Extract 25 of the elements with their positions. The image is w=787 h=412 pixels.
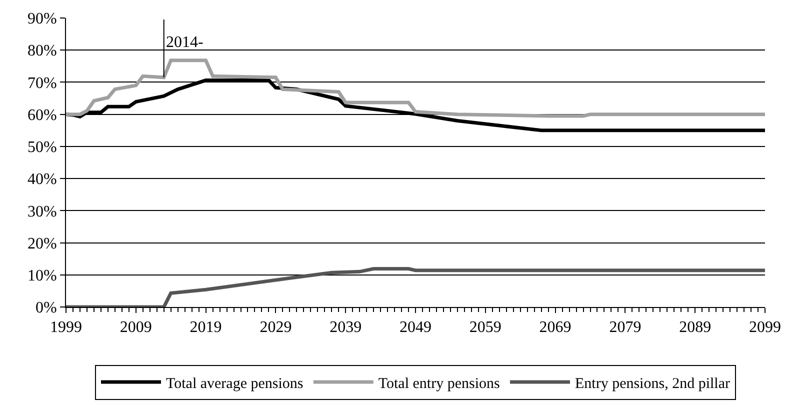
y-tick-label: 0% bbox=[35, 300, 57, 317]
y-tick-label: 40% bbox=[27, 171, 57, 188]
legend-label: Entry pensions, 2nd pillar bbox=[574, 376, 730, 392]
legend-label: Total entry pensions bbox=[378, 376, 500, 392]
y-tick-label: 90% bbox=[27, 10, 57, 28]
x-tick-label: 2009 bbox=[120, 319, 152, 336]
x-tick-label: 2069 bbox=[539, 319, 572, 336]
y-tick-label: 50% bbox=[27, 139, 57, 156]
y-tick-label: 30% bbox=[27, 203, 57, 220]
x-tick-label: 2029 bbox=[260, 319, 292, 336]
legend-label: Total average pensions bbox=[166, 376, 304, 392]
x-tick-label: 2079 bbox=[609, 319, 642, 336]
annotation: 2014- bbox=[166, 34, 204, 51]
y-tick-label: 70% bbox=[27, 74, 57, 92]
x-tick-label: 2019 bbox=[190, 319, 222, 336]
x-tick-label: 2049 bbox=[400, 319, 432, 336]
y-tick-label: 20% bbox=[27, 235, 57, 252]
x-tick-label: 2089 bbox=[679, 319, 712, 336]
x-tick-label: 2059 bbox=[469, 319, 502, 336]
x-tick-label: 2039 bbox=[330, 319, 362, 336]
y-tick-label: 60% bbox=[27, 106, 57, 124]
y-tick-label: 10% bbox=[27, 267, 57, 284]
x-tick-label: 1999 bbox=[50, 319, 82, 336]
x-tick-label: 2099 bbox=[749, 319, 781, 336]
y-tick-label: 80% bbox=[27, 42, 57, 60]
